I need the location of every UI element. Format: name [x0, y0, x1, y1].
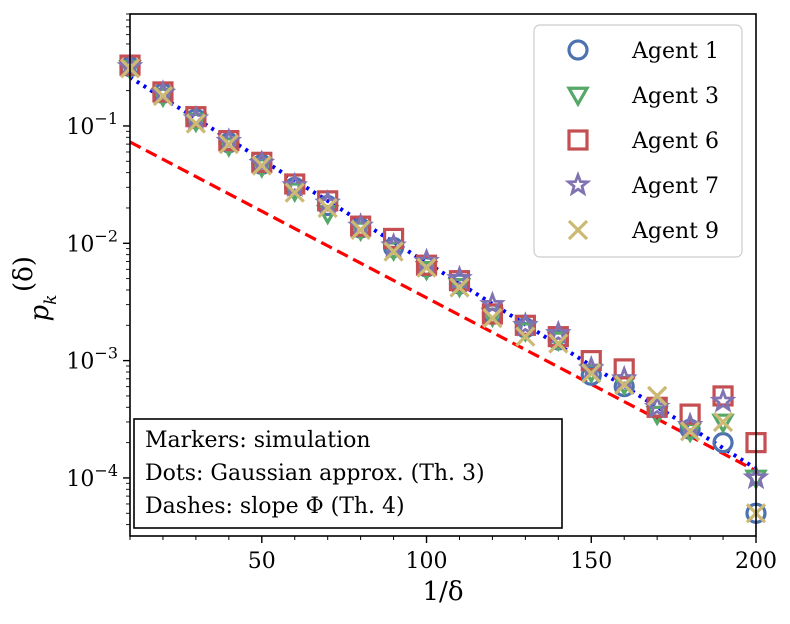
data-point: [709, 387, 737, 413]
data-point: [548, 333, 569, 354]
y-axis-label: pk (δ): [9, 256, 61, 321]
data-point: [284, 182, 305, 203]
data-point: [711, 413, 735, 435]
legend-marker: [566, 86, 590, 108]
series-agent-9: [119, 58, 767, 524]
legend-marker: [567, 219, 589, 241]
annotation-frame: [133, 418, 563, 529]
annotation-box: Markers: simulation Dots: Gaussian appro…: [133, 418, 563, 529]
x-tick-label: 200: [735, 549, 777, 574]
data-point: [545, 319, 572, 345]
data-point: [416, 257, 437, 278]
legend-entry: Agent 7: [564, 171, 719, 199]
data-point: [382, 227, 405, 250]
data-point: [446, 264, 473, 290]
axis-ticks: 50 100 150 200 10−4 10−3 10−2 10−1: [66, 13, 777, 574]
data-point: [581, 363, 602, 384]
y-tick-label: 10−4: [66, 461, 118, 492]
data-point: [152, 85, 174, 107]
svg-text:pk: pk: [25, 295, 61, 322]
data-point: [712, 411, 734, 433]
data-point: [479, 290, 506, 316]
data-point: [580, 350, 602, 372]
data-point: [350, 219, 371, 241]
legend-label: Agent 7: [631, 174, 719, 199]
data-point: [647, 385, 668, 407]
data-point: [251, 155, 272, 176]
legend-marker: [567, 129, 589, 151]
y-label-sub: k: [41, 295, 61, 305]
data-point: [512, 311, 539, 337]
legend-label: Agent 1: [631, 39, 719, 64]
data-point: [613, 358, 635, 380]
data-point: [482, 308, 503, 329]
y-tick-label: 10−2: [66, 226, 118, 257]
legend-box: [533, 24, 743, 258]
data-point: [383, 241, 404, 262]
y-tick-label: 10−1: [66, 109, 118, 140]
legend-marker: [567, 39, 589, 61]
x-tick-label: 50: [248, 549, 276, 574]
legend-entry: Agent 1: [567, 39, 719, 64]
data-point: [415, 254, 438, 276]
slope-phi-line: [130, 140, 756, 473]
legend-entry: Agent 6: [567, 129, 719, 154]
y-label-sup: (δ): [9, 256, 39, 292]
data-point: [281, 171, 309, 197]
data-point: [481, 303, 504, 325]
data-point: [679, 403, 701, 425]
data-point: [614, 374, 635, 396]
legend-marker: [564, 171, 592, 197]
legend-entry: Agent 3: [566, 84, 719, 109]
data-point: [679, 421, 701, 442]
legend: Agent 1 Agent 3 Agent 6 Agent 7 Agent 9: [533, 24, 743, 258]
annotation-line-dashes: Dashes: slope Φ (Th. 4): [145, 494, 405, 519]
reference-lines: [130, 75, 756, 473]
annotation-line-markers: Markers: simulation: [145, 428, 371, 453]
data-point: [185, 113, 207, 134]
x-tick-label: 150: [570, 549, 612, 574]
x-axis-label: 1/δ: [423, 577, 464, 607]
plot-frame: [129, 13, 757, 537]
gaussian-approx-line: [130, 75, 756, 471]
data-point: [317, 197, 338, 219]
legend-entry: Agent 9: [567, 219, 719, 244]
y-label-base: p: [25, 304, 55, 321]
annotation-line-dots: Dots: Gaussian approx. (Th. 3): [145, 461, 485, 486]
legend-label: Agent 6: [631, 129, 719, 154]
x-tick-label: 100: [406, 549, 448, 574]
legend-label: Agent 9: [631, 219, 719, 244]
legend-label: Agent 3: [631, 84, 719, 109]
y-tick-label: 10−3: [66, 344, 118, 375]
data-point: [218, 134, 239, 155]
data-point: [515, 326, 536, 347]
data-point: [449, 277, 470, 298]
